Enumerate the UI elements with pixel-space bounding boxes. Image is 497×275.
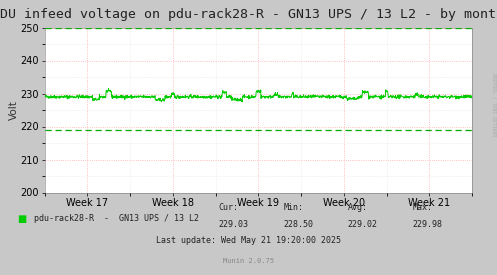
Text: Avg:: Avg: (348, 204, 368, 212)
Text: ■: ■ (17, 214, 27, 224)
Text: 229.03: 229.03 (219, 220, 248, 229)
Text: PDU infeed voltage on pdu-rack28-R - GN13 UPS / 13 L2 - by month: PDU infeed voltage on pdu-rack28-R - GN1… (0, 8, 497, 21)
Text: pdu-rack28-R  -  GN13 UPS / 13 L2: pdu-rack28-R - GN13 UPS / 13 L2 (34, 214, 199, 223)
Text: 229.98: 229.98 (413, 220, 442, 229)
Text: RRDTOOL / TOBI OETIKER: RRDTOOL / TOBI OETIKER (491, 73, 496, 136)
Text: Munin 2.0.75: Munin 2.0.75 (223, 258, 274, 264)
Text: 228.50: 228.50 (283, 220, 313, 229)
Text: 229.02: 229.02 (348, 220, 378, 229)
Text: Min:: Min: (283, 204, 303, 212)
Text: Max:: Max: (413, 204, 432, 212)
Text: Last update: Wed May 21 19:20:00 2025: Last update: Wed May 21 19:20:00 2025 (156, 236, 341, 245)
Text: Cur:: Cur: (219, 204, 239, 212)
Y-axis label: Volt: Volt (9, 100, 19, 120)
